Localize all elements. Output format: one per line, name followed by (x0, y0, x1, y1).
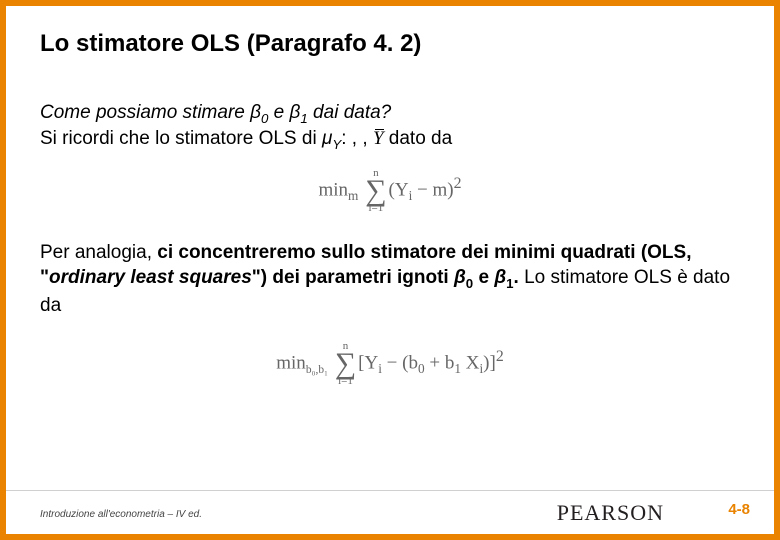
p-b1: β (494, 267, 506, 288)
l2-a: Si ricordi che lo stimatore OLS di (40, 128, 322, 149)
analogy-paragraph: Per analogia, ci concentreremo sullo sti… (40, 240, 740, 319)
f1-sq: 2 (454, 175, 462, 192)
f2-min-sub: b₀,b₁ (306, 364, 328, 376)
q-mid: e (268, 102, 289, 123)
f2-min: min (276, 352, 306, 373)
p-e: e (473, 267, 494, 288)
page-number: 4-8 (728, 501, 750, 518)
q-prefix: Come possiamo stimare (40, 102, 250, 123)
f2-sum: n ∑ i=1 (335, 341, 356, 387)
formula-2: minb₀,b₁ n ∑ i=1 [Yi − (b0 + b1 Xi)]2 (40, 341, 740, 387)
q-suffix: dai data? (308, 102, 391, 123)
p-b1s: 1 (506, 276, 513, 291)
f1-min: min (318, 179, 348, 200)
l2-c: dato da (384, 128, 453, 149)
formula-2-expr: minb₀,b₁ n ∑ i=1 [Yi − (b0 + b1 Xi)]2 (276, 341, 504, 387)
f2-a: [Y (358, 352, 378, 373)
f1-body-b: − m) (412, 179, 453, 200)
page-title: Lo stimatore OLS (Paragrafo 4. 2) (40, 30, 740, 58)
f2-sq: 2 (496, 348, 504, 365)
footer-source: Introduzione all'econometria – IV ed. (40, 509, 202, 520)
sigma-icon: ∑ (365, 179, 386, 203)
formula-1-expr: minm n ∑ i=1 (Yi − m)2 (318, 168, 461, 214)
f1-sum: n ∑ i=1 (365, 168, 386, 214)
q-beta0: β (250, 102, 261, 123)
content-area: Lo stimatore OLS (Paragrafo 4. 2) Come p… (6, 6, 774, 387)
recall-line: Si ricordi che lo stimatore OLS di μY: ,… (40, 128, 740, 152)
slide-frame: Lo stimatore OLS (Paragrafo 4. 2) Come p… (6, 6, 774, 534)
p-b0: β (454, 267, 466, 288)
f2-d: X (461, 352, 479, 373)
f2-0: 0 (418, 361, 425, 376)
formula-1: minm n ∑ i=1 (Yi − m)2 (40, 168, 740, 214)
l2-mu: μ (322, 128, 332, 149)
p-d: ") dei parametri ignoti (252, 267, 454, 288)
p-a: Per analogia, (40, 242, 157, 263)
p-c: ordinary least squares (49, 267, 252, 288)
question-line: Come possiamo stimare β0 e β1 dai data? (40, 102, 740, 126)
pearson-logo: PEARSON (557, 500, 664, 526)
sigma-icon: ∑ (335, 352, 356, 376)
f2-e: )] (483, 352, 496, 373)
l2-b: : , , (341, 128, 373, 149)
f2-c: + b (425, 352, 455, 373)
f1-body-a: (Y (389, 179, 409, 200)
f2-1: 1 (454, 361, 461, 376)
l2-mu-y: Y (332, 137, 341, 152)
y-bar: Y (373, 128, 384, 150)
q-beta1: β (290, 102, 301, 123)
q-beta1-sub: 1 (300, 111, 307, 126)
f1-min-sub: m (348, 188, 358, 203)
footer: Introduzione all'econometria – IV ed. PE… (6, 490, 774, 534)
f2-b: − (b (382, 352, 418, 373)
